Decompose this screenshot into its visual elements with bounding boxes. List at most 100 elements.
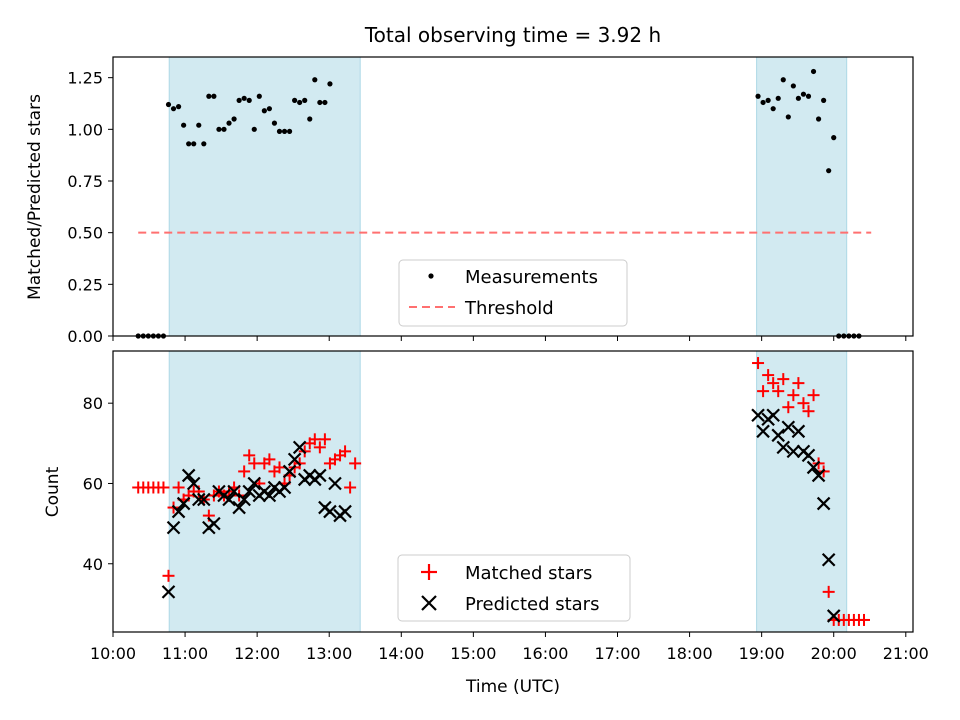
predicted-star-point	[161, 585, 176, 599]
predicted-star-point	[811, 468, 826, 483]
measurement-point	[221, 126, 227, 132]
measurement-point	[317, 99, 323, 106]
shaded-interval	[756, 56, 848, 337]
measurement-point	[307, 116, 313, 122]
matched-star-point	[797, 397, 810, 410]
predicted-star-point	[771, 428, 786, 443]
matched-star-point	[777, 373, 790, 386]
legend-predicted-label: Predicted stars	[465, 594, 599, 615]
measurement-point	[800, 91, 807, 97]
bottom-legend: Matched stars Predicted stars	[397, 554, 631, 622]
matched-star-point	[822, 585, 835, 598]
x-tick-label: 11:00	[162, 644, 208, 663]
measurement-point	[186, 141, 192, 147]
measurement-point	[181, 122, 187, 128]
measurement-point	[765, 97, 771, 103]
measurement-point	[312, 77, 318, 83]
matched-star-point	[807, 389, 820, 402]
top-y-axis-label: Matched/Predicted stars	[25, 94, 45, 300]
measurement-point	[810, 68, 817, 75]
predicted-star-point	[292, 440, 307, 455]
predicted-star-point	[277, 480, 292, 495]
legend-threshold-label: Threshold	[464, 298, 554, 319]
measurement-point	[246, 97, 252, 103]
top-shaded-intervals	[168, 56, 848, 337]
matched-star-point	[157, 481, 170, 494]
shaded-interval	[168, 56, 361, 337]
x-tick-label: 16:00	[522, 644, 568, 663]
x-tick-label: 13:00	[306, 644, 352, 663]
predicted-star-point	[776, 440, 791, 455]
predicted-star-point	[826, 609, 841, 623]
measurement-point	[826, 168, 832, 174]
measurement-point	[170, 106, 177, 112]
predicted-star-point	[791, 424, 806, 439]
predicted-star-point	[186, 476, 201, 491]
x-tick-label: 20:00	[811, 644, 857, 663]
measurement-point	[226, 120, 232, 126]
measurement-point	[241, 95, 247, 101]
predicted-star-point	[176, 496, 191, 511]
predicted-star-point	[166, 520, 181, 535]
x-axis-label: Time (UTC)	[465, 677, 560, 697]
x-tick-label: 21:00	[883, 644, 929, 663]
measurement-point	[256, 93, 262, 99]
measurement-point	[271, 120, 278, 126]
legend-measurements-marker	[428, 273, 434, 279]
legend-predicted-marker	[421, 595, 437, 611]
measurement-point	[191, 141, 197, 147]
y-tick-label: 0.25	[67, 275, 103, 294]
bottom-axes-frame	[112, 350, 914, 633]
predicted-star-point	[181, 468, 196, 483]
measurement-point	[266, 106, 272, 112]
matched-star-point	[308, 433, 321, 446]
y-tick-label: 0.50	[67, 224, 103, 243]
measurement-point	[821, 97, 827, 103]
top-x-ticks	[112, 336, 907, 341]
predicted-star-point	[801, 448, 816, 463]
measurement-point	[216, 126, 222, 132]
predicted-star-point	[191, 492, 206, 507]
measurement-point	[805, 93, 812, 99]
measurement-point	[201, 141, 207, 147]
predicted-star-point	[816, 496, 831, 511]
measurement-point	[211, 93, 217, 99]
predicted-star-point	[781, 420, 796, 435]
y-tick-label: 40	[83, 555, 103, 574]
top-legend: Measurements Threshold	[398, 259, 628, 327]
matched-star-point	[857, 613, 870, 626]
matched-star-point	[344, 481, 357, 494]
bottom-x-ticks: 10:00 11:00 12:00 13:00 14:00 15:00 16:00 17:00…	[90, 632, 929, 663]
measurement-point	[795, 95, 802, 101]
top-y-ticks: 0.00 0.25 0.50 0.75 1.00 1.25	[67, 69, 113, 346]
predicted-star-point	[232, 500, 246, 515]
measurement-point	[297, 99, 303, 106]
measurement-point	[165, 101, 172, 108]
x-tick-label: 15:00	[450, 644, 496, 663]
matched-star-point	[263, 453, 276, 466]
predicted-star-point	[756, 424, 770, 439]
figure-title: Total observing time = 3.92 h	[364, 23, 661, 47]
measurement-point	[780, 77, 786, 83]
predicted-star-point	[227, 484, 241, 499]
bottom-y-ticks: 40 60 80	[83, 394, 113, 574]
top-axes-frame	[112, 56, 914, 337]
predicted-star-point	[328, 476, 342, 491]
matched-star-point	[767, 377, 780, 390]
legend-matched-label: Matched stars	[465, 563, 592, 584]
predicted-star-point	[323, 504, 337, 519]
matched-star-point	[787, 389, 800, 402]
y-tick-label: 80	[83, 394, 103, 413]
y-tick-label: 1.00	[67, 120, 103, 139]
predicted-star-point	[207, 516, 221, 531]
measurement-point	[790, 83, 796, 89]
matched-star-point	[238, 465, 251, 478]
measurement-point	[292, 97, 298, 103]
measurement-point	[322, 99, 328, 106]
measurement-point	[302, 97, 308, 103]
measurement-point	[770, 106, 776, 112]
measurement-point	[236, 97, 242, 103]
matched-star-point	[802, 405, 815, 418]
measurement-point	[755, 93, 761, 99]
